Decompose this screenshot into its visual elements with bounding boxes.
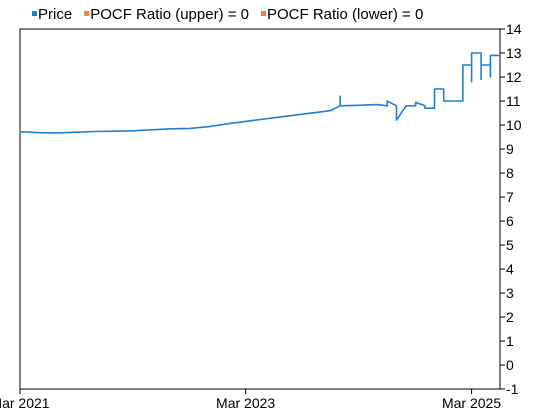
y-tick-label: 13 [506, 45, 522, 61]
legend-swatch [84, 11, 90, 16]
legend-item-price: Price [32, 6, 72, 23]
y-tick-label: 3 [506, 285, 514, 301]
y-tick-label: 1 [506, 333, 514, 349]
y-tick-label: -1 [506, 381, 519, 397]
plot-frame [19, 28, 501, 390]
y-tick-label: 0 [506, 357, 514, 373]
x-tick-label: Mar 2025 [442, 395, 501, 411]
y-tick-label: 11 [506, 93, 521, 109]
series-line-price [19, 52, 500, 134]
legend-label: Price [38, 6, 72, 23]
legend-item-pocf-ratio-upper-0: POCF Ratio (upper) = 0 [84, 6, 249, 23]
legend-swatch [32, 11, 37, 16]
series-layer [19, 52, 500, 134]
y-tick-label: 14 [506, 21, 522, 37]
y-tick-label: 9 [506, 141, 514, 157]
y-tick-label: 7 [506, 189, 514, 205]
y-tick-label: 2 [506, 309, 514, 325]
x-tick-label: Mar 2021 [0, 395, 50, 411]
legend-label: POCF Ratio (lower) = 0 [267, 6, 423, 23]
y-tick-label: 12 [506, 69, 522, 85]
y-tick-label: 6 [506, 213, 514, 229]
y-tick-label: 8 [506, 165, 514, 181]
y-tick-label: 10 [506, 117, 522, 133]
plot-area [19, 28, 501, 390]
x-tick-label: Mar 2023 [216, 395, 275, 411]
legend-swatch [261, 11, 266, 16]
legend-label: POCF Ratio (upper) = 0 [90, 6, 249, 23]
legend-item-pocf-ratio-lower-0: POCF Ratio (lower) = 0 [261, 6, 423, 23]
y-tick-label: 4 [506, 261, 514, 277]
x-axis: Mar 2021 Mar 2023 Mar 2025 [0, 389, 501, 411]
chart-legend: Price POCF Ratio (upper) = 0 POCF Ratio (l… [32, 6, 423, 23]
y-tick-label: 5 [506, 237, 514, 253]
